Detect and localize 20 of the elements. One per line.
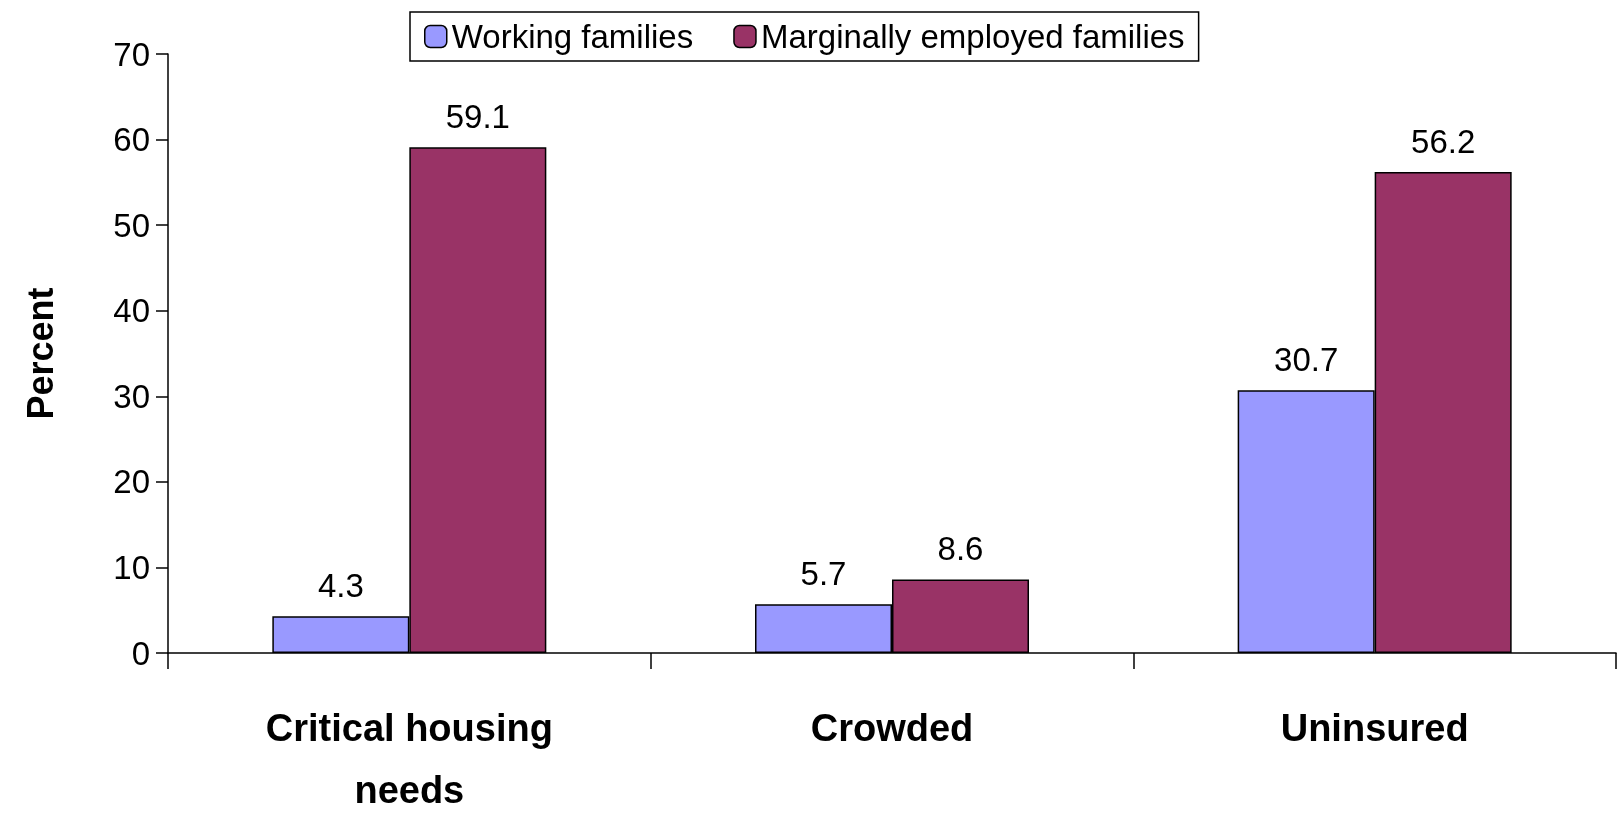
- y-tick-label: 0: [131, 634, 150, 672]
- y-tick-label: 40: [113, 292, 150, 330]
- x-tick-label: Critical housing needs: [265, 707, 553, 811]
- y-tick-label: 60: [113, 121, 150, 159]
- legend-label: Working families: [451, 18, 694, 55]
- y-tick-label: 10: [113, 548, 150, 586]
- data-label: 5.7: [800, 555, 847, 593]
- y-tick-label: 30: [113, 377, 150, 415]
- data-label: 8.6: [937, 530, 984, 568]
- x-tick-label: Uninsured: [1280, 707, 1469, 749]
- data-label: 30.7: [1274, 341, 1339, 379]
- x-tick-label: Crowded: [810, 707, 974, 749]
- data-label: 59.1: [445, 98, 510, 136]
- data-label: 4.3: [317, 567, 364, 605]
- y-tick-label: 50: [113, 206, 150, 244]
- y-axis-title: Percent: [19, 287, 61, 420]
- y-tick-label: 20: [113, 463, 150, 501]
- y-tick-label: 70: [113, 35, 150, 73]
- legend-label: Marginally employed families: [760, 18, 1185, 55]
- data-label: 56.2: [1411, 123, 1476, 161]
